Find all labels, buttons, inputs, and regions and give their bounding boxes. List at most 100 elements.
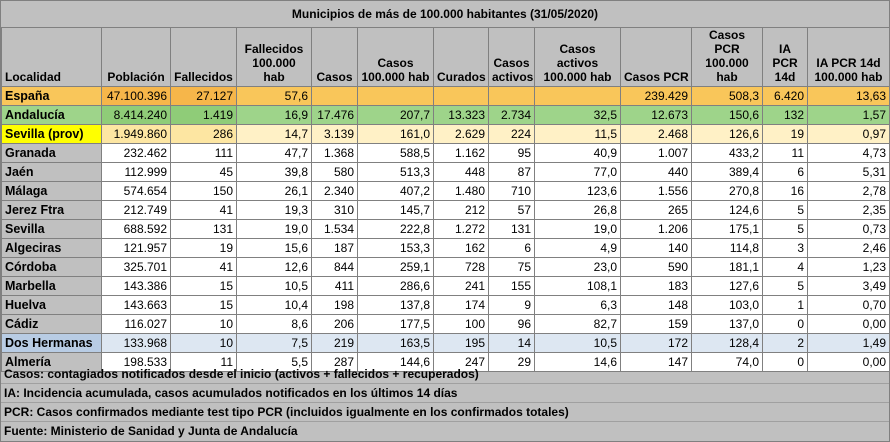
- table-cell: 8.414.240: [101, 105, 171, 125]
- table-cell: 123,6: [534, 181, 621, 201]
- table-cell: 0: [762, 352, 808, 372]
- table-cell: 177,5: [357, 314, 434, 334]
- column-header-curados: Curados: [433, 27, 489, 87]
- table-cell: 508,3: [691, 86, 763, 106]
- table-cell: 163,5: [357, 333, 434, 353]
- column-header-fallecidos-100k: Fallecidos 100.000 hab: [236, 27, 312, 87]
- table-cell: 95: [488, 143, 535, 163]
- table-cell: 143.663: [101, 295, 171, 315]
- table-cell: 688.592: [101, 219, 171, 239]
- table-cell: 162: [433, 238, 489, 258]
- table-cell: 4,73: [807, 143, 890, 163]
- table-cell: 195: [433, 333, 489, 353]
- table-cell: 12.673: [620, 105, 692, 125]
- table-cell: 14: [488, 333, 535, 353]
- table-cell: 513,3: [357, 162, 434, 182]
- table-cell: 286: [170, 124, 237, 144]
- table-cell: [433, 86, 489, 106]
- table-cell: 259,1: [357, 257, 434, 277]
- table-cell: 844: [311, 257, 358, 277]
- table-cell: 2,35: [807, 200, 890, 220]
- table-cell: 3.139: [311, 124, 358, 144]
- table-cell: 132: [762, 105, 808, 125]
- row-label: Cádiz: [1, 314, 102, 334]
- table-cell: 26,8: [534, 200, 621, 220]
- table-cell: 198: [311, 295, 358, 315]
- row-label: Andalucía: [1, 105, 102, 125]
- table-cell: 265: [620, 200, 692, 220]
- table-header-row: Localidad Población Fallecidos Fallecido…: [1, 27, 890, 87]
- footnotes: Casos: contagiados notificados desde el …: [1, 365, 889, 440]
- table-cell: 16,9: [236, 105, 312, 125]
- table-cell: 411: [311, 276, 358, 296]
- table-cell: 12,6: [236, 257, 312, 277]
- table-cell: 100: [433, 314, 489, 334]
- table-cell: 0,70: [807, 295, 890, 315]
- row-label: Sevilla: [1, 219, 102, 239]
- table-cell: 144,6: [357, 352, 434, 372]
- table-cell: 5: [762, 200, 808, 220]
- table-cell: 187: [311, 238, 358, 258]
- table-cell: 27.127: [170, 86, 237, 106]
- column-header-ia-pcr-14d-100k: IA PCR 14d 100.000 hab: [807, 27, 890, 87]
- municipalities-table: Localidad Población Fallecidos Fallecido…: [1, 27, 890, 372]
- table-cell: 19: [170, 238, 237, 258]
- column-header-casos-activos: Casos activos: [488, 27, 535, 87]
- table-cell: 11: [762, 143, 808, 163]
- column-header-fallecidos: Fallecidos: [170, 27, 237, 87]
- table-cell: 1.556: [620, 181, 692, 201]
- table-cell: 174: [433, 295, 489, 315]
- table-row: Almería 198.533 11 5,5 287 144,6 247 29 14,6 147 7…: [1, 352, 890, 372]
- table-cell: 57: [488, 200, 535, 220]
- table-cell: 6,3: [534, 295, 621, 315]
- table-row: Sevilla (prov) 1.949.860 286 14,7 3.139 161,0…: [1, 124, 890, 144]
- table-cell: 127,6: [691, 276, 763, 296]
- row-label: Almería: [1, 352, 102, 372]
- table-cell: 207,7: [357, 105, 434, 125]
- table-cell: 588,5: [357, 143, 434, 163]
- table-cell: 10,4: [236, 295, 312, 315]
- table-cell: 19,3: [236, 200, 312, 220]
- table-cell: 590: [620, 257, 692, 277]
- table-cell: 26,1: [236, 181, 312, 201]
- table-cell: 128,4: [691, 333, 763, 353]
- table-cell: 74,0: [691, 352, 763, 372]
- table-row: Cádiz 116.027 10 8,6 206 177,5 100 96 82,7 159 137…: [1, 314, 890, 334]
- table-cell: 131: [488, 219, 535, 239]
- column-header-poblacion: Población: [101, 27, 171, 87]
- table-cell: 103,0: [691, 295, 763, 315]
- row-label: Dos Hermanas: [1, 333, 102, 353]
- row-label: Granada: [1, 143, 102, 163]
- table-cell: 6: [762, 162, 808, 182]
- table-cell: 8,6: [236, 314, 312, 334]
- column-header-casos-activos-100k: Casos activos 100.000 hab: [534, 27, 621, 87]
- table-cell: 159: [620, 314, 692, 334]
- table-cell: 15: [170, 276, 237, 296]
- column-header-casos-pcr-100k: Casos PCR 100.000 hab: [691, 27, 763, 87]
- table-cell: 433,2: [691, 143, 763, 163]
- table-cell: 3,49: [807, 276, 890, 296]
- footnote-fuente: Fuente: Ministerio de Sanidad y Junta de…: [4, 424, 298, 438]
- table-cell: 87: [488, 162, 535, 182]
- row-label: Sevilla (prov): [1, 124, 102, 144]
- table-cell: 145,7: [357, 200, 434, 220]
- table-cell: 3: [762, 238, 808, 258]
- table-cell: 39,8: [236, 162, 312, 182]
- table-cell: 13,63: [807, 86, 890, 106]
- table-cell: 206: [311, 314, 358, 334]
- table-row: España 47.100.396 27.127 57,6 239.429 508,3 6.…: [1, 86, 890, 106]
- table-cell: 574.654: [101, 181, 171, 201]
- table-cell: 1.534: [311, 219, 358, 239]
- table-cell: 126,6: [691, 124, 763, 144]
- table-cell: 124,6: [691, 200, 763, 220]
- table-cell: 114,8: [691, 238, 763, 258]
- row-label: Huelva: [1, 295, 102, 315]
- table-cell: 10,5: [534, 333, 621, 353]
- table-row: Marbella 143.386 15 10,5 411 286,6 241 155 108,1…: [1, 276, 890, 296]
- column-header-casos-pcr: Casos PCR: [620, 27, 692, 87]
- table-cell: 1.949.860: [101, 124, 171, 144]
- table-cell: 448: [433, 162, 489, 182]
- table-cell: 239.429: [620, 86, 692, 106]
- table-cell: 183: [620, 276, 692, 296]
- table-cell: 15: [170, 295, 237, 315]
